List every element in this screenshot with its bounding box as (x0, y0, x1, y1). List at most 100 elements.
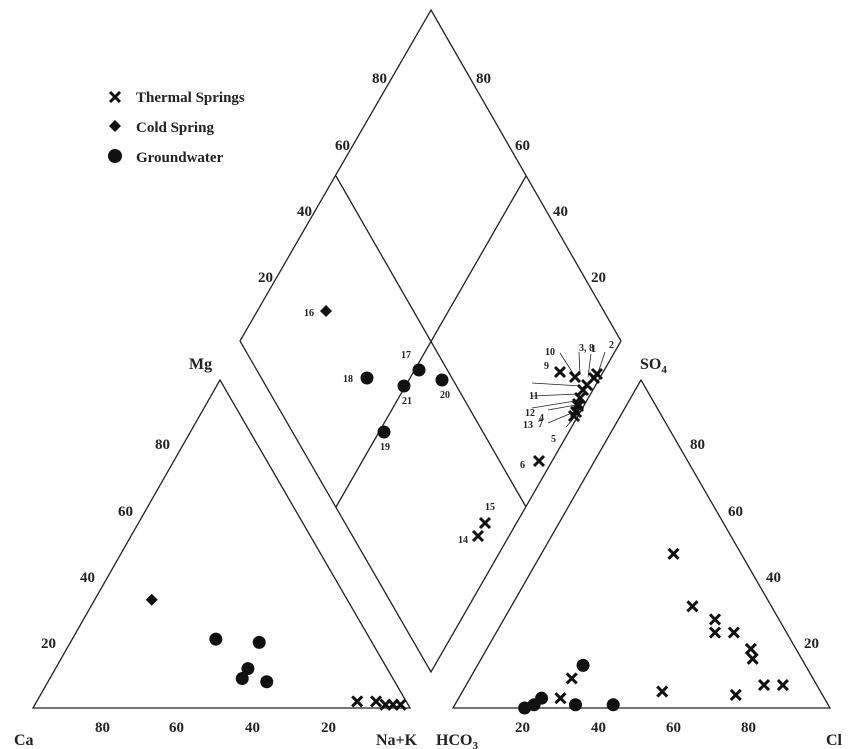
ticks-anion-right: 20 40 60 80 (690, 437, 819, 652)
thermal-spring-marker (776, 678, 789, 692)
sample-label: 20 (440, 390, 450, 401)
sample-label: 13 (523, 420, 533, 431)
thermal-spring-marker (656, 685, 669, 698)
thermal-spring-marker (757, 678, 771, 692)
corner-mg: Mg (189, 356, 212, 373)
tick-label: 60 (666, 720, 681, 736)
groundwater-marker (606, 698, 620, 712)
tick-label: 60 (335, 138, 350, 154)
legend-thermal-marker (108, 90, 122, 104)
corner-nak: Na+K (376, 732, 418, 749)
thermal-spring-marker (370, 695, 383, 708)
groundwater-marker (576, 658, 590, 672)
tick-label: 40 (591, 720, 606, 736)
thermal-spring-marker (351, 695, 364, 708)
groundwater-marker (241, 662, 255, 676)
thermal-spring-marker (686, 600, 699, 613)
groundwater-marker (412, 363, 426, 377)
tick-label: 60 (515, 138, 530, 154)
corner-ca: Ca (14, 732, 34, 749)
legend: Thermal Springs Cold Spring Groundwater (108, 90, 245, 166)
sample-label: 2 (609, 340, 614, 351)
thermal-spring-marker (554, 692, 567, 705)
sample-label: 5 (551, 434, 556, 445)
tick-label: 20 (591, 270, 606, 286)
tick-label: 40 (80, 570, 95, 586)
groundwater-marker (360, 371, 374, 385)
groundwater-marker (518, 701, 532, 715)
tick-label: 80 (476, 71, 491, 87)
ticks-diamond-left: 20 40 60 80 (258, 71, 387, 286)
tick-label: 20 (41, 636, 56, 652)
corner-cl: Cl (826, 732, 843, 749)
tick-label: 20 (515, 720, 530, 736)
groundwater-marker (260, 675, 274, 689)
legend-ground-marker (108, 149, 122, 163)
tick-label: 60 (169, 720, 184, 736)
tick-label: 80 (372, 71, 387, 87)
cold-spring-marker (320, 305, 332, 317)
legend-ground-label: Groundwater (136, 150, 224, 166)
ticks-cation-bottom: 80 60 40 20 (95, 720, 336, 736)
sample-label: 14 (458, 535, 468, 546)
cation-triangle (31, 378, 412, 709)
groundwater-marker (235, 671, 249, 685)
thermal-spring-marker (576, 383, 590, 397)
thermal-spring-marker (571, 397, 585, 411)
sample-label: 4 (539, 413, 544, 424)
groundwater-marker (209, 632, 223, 646)
thermal-spring-marker (394, 698, 407, 711)
sample-label: 15 (485, 502, 495, 513)
central-diamond (239, 8, 622, 674)
thermal-spring-marker (667, 547, 680, 560)
legend-cold-label: Cold Spring (136, 120, 214, 136)
sample-label: 11 (529, 391, 538, 402)
diamond-points (320, 305, 604, 543)
tick-label: 40 (297, 204, 312, 220)
tick-label: 60 (728, 504, 743, 520)
ticks-anion-bottom: 20 40 60 80 (515, 720, 756, 736)
groundwater-marker (397, 379, 411, 393)
thermal-spring-marker (746, 652, 759, 665)
tick-label: 80 (690, 437, 705, 453)
label-leaders (531, 351, 606, 428)
tick-label: 80 (741, 720, 756, 736)
corner-hco3: HCO3 (436, 732, 478, 749)
anion-triangle (451, 378, 832, 709)
sample-label: 3, 8 (579, 343, 594, 354)
thermal-spring-marker (708, 626, 722, 639)
sample-label: 12 (525, 408, 535, 419)
thermal-spring-marker (708, 613, 722, 626)
sample-label: 7 (538, 419, 543, 430)
thermal-spring-marker (567, 409, 581, 423)
tick-label: 20 (258, 270, 273, 286)
thermal-spring-marker (553, 365, 567, 379)
cation-points (145, 593, 407, 711)
sample-label: 1 (591, 344, 596, 355)
tick-label: 40 (245, 720, 260, 736)
sample-label: 19 (380, 442, 390, 453)
sample-label: 18 (343, 374, 353, 385)
ticks-cation-left: 20 40 60 80 (41, 437, 170, 652)
thermal-spring-marker (590, 367, 604, 381)
thermal-spring-marker (532, 454, 546, 468)
thermal-spring-marker (744, 642, 757, 656)
ticks-diamond-right: 80 60 40 20 (476, 71, 606, 286)
anion-points (518, 547, 789, 715)
legend-thermal-label: Thermal Springs (136, 90, 245, 106)
thermal-spring-marker (565, 672, 578, 685)
groundwater-marker (252, 635, 266, 649)
sample-label: 21 (402, 396, 412, 407)
thermal-spring-marker (727, 626, 740, 639)
thermal-spring-marker (471, 529, 485, 543)
tick-label: 40 (766, 570, 781, 586)
thermal-spring-marker (478, 516, 492, 530)
tick-label: 80 (95, 720, 110, 736)
tick-label: 60 (118, 504, 133, 520)
sample-label: 9 (544, 361, 549, 372)
diamond-midline-b (335, 175, 527, 508)
sample-label: 10 (545, 347, 555, 358)
sample-label: 6 (520, 460, 525, 471)
